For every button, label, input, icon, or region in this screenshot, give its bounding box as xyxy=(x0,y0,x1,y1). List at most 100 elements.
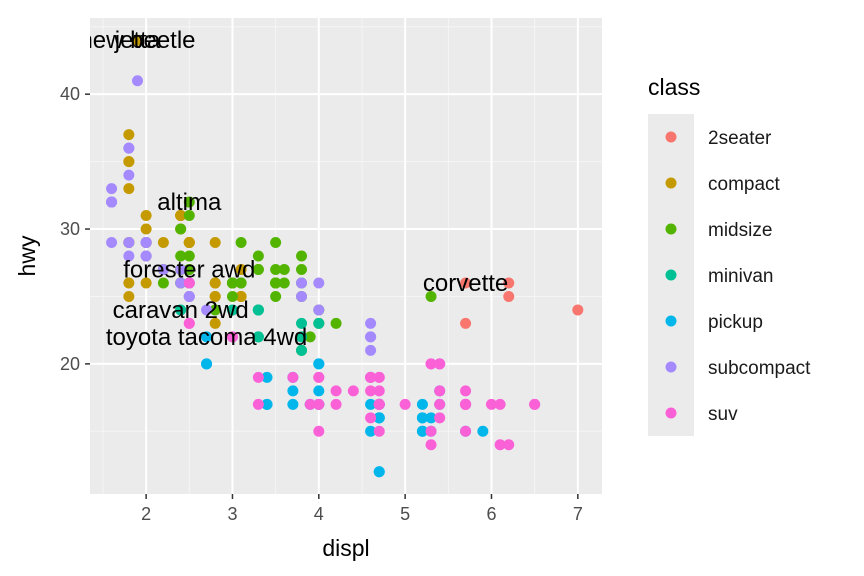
point-compact xyxy=(140,277,152,289)
point-pickup xyxy=(287,398,299,410)
point-suv xyxy=(434,398,446,410)
point-compact xyxy=(123,277,135,289)
point-minivan xyxy=(296,317,308,329)
legend-label-midsize: midsize xyxy=(708,220,772,241)
x-axis: 2 3 4 5 6 7 xyxy=(141,494,583,524)
point-compact xyxy=(157,237,169,249)
point-pickup xyxy=(416,425,428,437)
point-pickup xyxy=(201,358,213,370)
point-suv xyxy=(313,371,325,383)
point-midsize xyxy=(270,277,282,289)
point-pickup xyxy=(365,398,377,410)
point-subcompact xyxy=(296,277,308,289)
legend-key-pickup xyxy=(665,315,677,327)
x-axis-title: displ xyxy=(322,535,369,561)
y-tick-label: 20 xyxy=(60,354,80,374)
point-2seater xyxy=(503,290,515,302)
point-suv xyxy=(347,385,359,397)
point-pickup xyxy=(416,412,428,424)
point-2seater xyxy=(572,304,584,316)
point-midsize xyxy=(296,250,308,262)
legend-title: class xyxy=(648,74,700,100)
point-suv xyxy=(434,385,446,397)
point-annotation: forester awd xyxy=(123,256,255,283)
point-midsize xyxy=(330,317,342,329)
point-suv xyxy=(434,412,446,424)
point-minivan xyxy=(252,304,264,316)
point-midsize xyxy=(226,277,238,289)
x-tick-label: 2 xyxy=(141,504,151,524)
legend-label-suv: suv xyxy=(708,404,738,425)
point-subcompact xyxy=(175,277,187,289)
legend-key-compact xyxy=(665,177,677,189)
point-subcompact xyxy=(123,237,135,249)
y-tick-label: 40 xyxy=(60,84,80,104)
legend-label-subcompact: subcompact xyxy=(708,358,811,379)
point-minivan xyxy=(252,331,264,343)
point-midsize xyxy=(252,250,264,262)
legend-label-pickup: pickup xyxy=(708,312,763,333)
point-compact xyxy=(235,263,247,275)
legend-key-subcompact xyxy=(665,361,677,373)
x-tick-label: 6 xyxy=(486,504,496,524)
point-pickup xyxy=(477,425,489,437)
legend-items: 2seater compact midsize minivan pickup subcom… xyxy=(665,128,811,425)
point-suv xyxy=(425,439,437,451)
point-midsize xyxy=(270,290,282,302)
point-compact xyxy=(209,290,221,302)
point-compact xyxy=(209,277,221,289)
point-midsize xyxy=(270,237,282,249)
point-subcompact xyxy=(183,290,195,302)
point-suv xyxy=(183,277,195,289)
point-midsize xyxy=(226,290,238,302)
x-tick-label: 3 xyxy=(227,504,237,524)
point-subcompact xyxy=(157,263,169,275)
point-suv xyxy=(373,371,385,383)
point-midsize xyxy=(209,304,221,316)
point-suv xyxy=(365,412,377,424)
point-subcompact xyxy=(140,237,152,249)
point-suv xyxy=(252,398,264,410)
x-tick-label: 7 xyxy=(573,504,583,524)
point-suv xyxy=(460,385,472,397)
point-suv xyxy=(425,425,437,437)
point-2seater xyxy=(460,317,472,329)
point-compact xyxy=(209,237,221,249)
point-suv xyxy=(226,331,238,343)
point-pickup xyxy=(425,412,437,424)
legend-key-minivan xyxy=(665,269,677,281)
point-compact xyxy=(175,210,187,222)
point-suv xyxy=(460,398,472,410)
point-suv xyxy=(183,317,195,329)
point-subcompact xyxy=(365,344,377,356)
point-2seater xyxy=(503,277,515,289)
legend-label-minivan: minivan xyxy=(708,266,773,287)
point-midsize xyxy=(183,196,195,208)
point-compact xyxy=(140,210,152,222)
point-suv xyxy=(529,398,541,410)
point-annotation: corvette xyxy=(423,270,508,297)
point-suv xyxy=(399,398,411,410)
point-suv xyxy=(460,425,472,437)
point-subcompact xyxy=(106,237,118,249)
point-annotation: altima xyxy=(157,189,222,216)
point-pickup xyxy=(261,371,273,383)
point-suv xyxy=(330,385,342,397)
point-pickup xyxy=(373,412,385,424)
point-suv xyxy=(373,398,385,410)
point-suv xyxy=(304,398,316,410)
point-suv xyxy=(434,358,446,370)
point-subcompact xyxy=(123,250,135,262)
y-axis-title: hwy xyxy=(14,235,40,276)
point-suv xyxy=(485,398,497,410)
point-suv xyxy=(313,398,325,410)
point-pickup xyxy=(313,385,325,397)
point-compact xyxy=(123,156,135,168)
point-suv xyxy=(287,371,299,383)
point-compact xyxy=(209,317,221,329)
point-suv xyxy=(503,439,515,451)
point-pickup xyxy=(287,385,299,397)
y-tick-label: 30 xyxy=(60,219,80,239)
point-suv xyxy=(252,371,264,383)
